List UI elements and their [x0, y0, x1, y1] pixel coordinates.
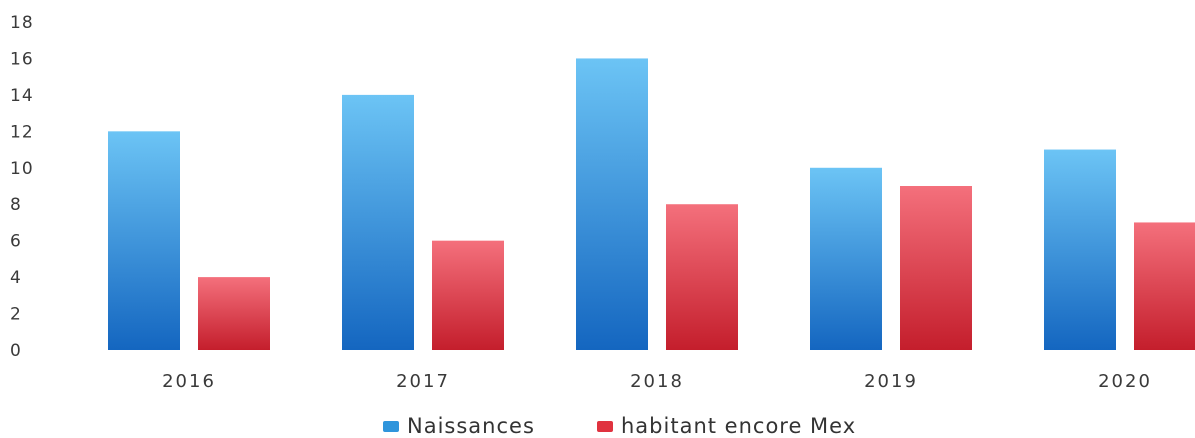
bar-habitant-encore-mex-2020 [1134, 222, 1195, 350]
legend-swatch-habitant-encore-mex [597, 420, 613, 432]
legend-item-naissances: Naissances [383, 414, 535, 438]
bar-naissances-2020 [1044, 149, 1116, 350]
bar-naissances-2017 [342, 94, 414, 350]
legend-swatch-naissances [383, 420, 399, 432]
legend: Naissances habitant encore Mex [0, 414, 1195, 438]
y-tick-label: 2 [10, 305, 22, 325]
legend-item-habitant-encore-mex: habitant encore Mex [597, 414, 856, 438]
y-axis: 0 2 4 6 8 10 12 14 16 18 [10, 13, 34, 361]
x-tick-label: 2016 [162, 371, 216, 392]
y-tick-label: 12 [10, 122, 34, 142]
bar-naissances-2016 [108, 131, 180, 350]
y-tick-label: 18 [10, 13, 34, 33]
x-tick-label: 2017 [396, 371, 450, 392]
y-tick-label: 10 [10, 159, 34, 179]
bar-habitant-encore-mex-2016 [198, 277, 270, 350]
bar-habitant-encore-mex-2018 [666, 204, 738, 350]
x-tick-label: 2019 [864, 371, 918, 392]
y-tick-label: 4 [10, 268, 22, 288]
x-tick-label: 2018 [630, 371, 684, 392]
y-tick-label: 8 [10, 195, 22, 215]
legend-label-naissances: Naissances [407, 414, 535, 438]
bar-chart: 0 2 4 6 8 10 12 14 16 18 2016 2017 2018 2019 2020 [10, 13, 1195, 392]
y-tick-label: 16 [10, 49, 34, 69]
x-tick-label: 2020 [1098, 371, 1152, 392]
x-axis: 2016 2017 2018 2019 2020 [162, 371, 1152, 392]
y-tick-label: 14 [10, 86, 34, 106]
y-tick-label: 6 [10, 232, 22, 252]
bar-habitant-encore-mex-2017 [432, 240, 504, 350]
y-tick-label: 0 [10, 341, 22, 361]
bar-naissances-2019 [810, 167, 882, 350]
bars [108, 58, 1195, 350]
legend-label-habitant-encore-mex: habitant encore Mex [621, 414, 857, 438]
bar-naissances-2018 [576, 58, 648, 350]
bar-habitant-encore-mex-2019 [900, 186, 972, 350]
